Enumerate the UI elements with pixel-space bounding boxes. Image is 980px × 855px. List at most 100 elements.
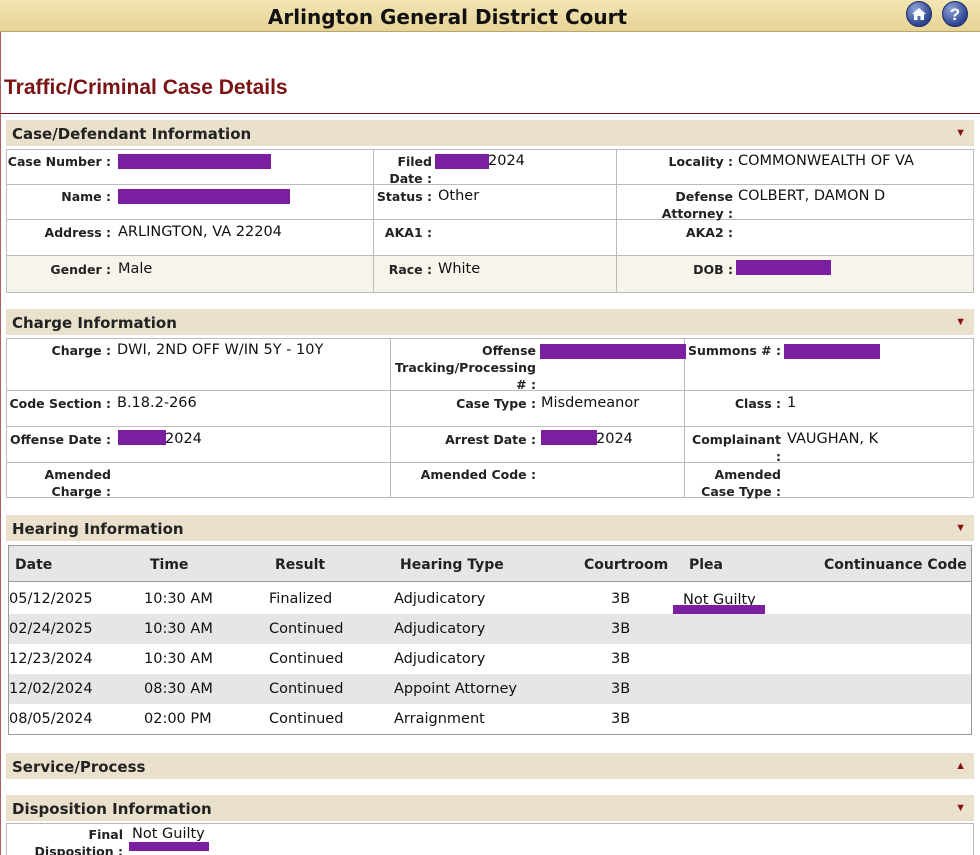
column-header-date: Date [15,557,53,573]
defense-attorney-value: COLBERT, DAMON D [738,188,886,204]
complainant-value: VAUGHAN, K [787,431,879,447]
case-row-1: Case Number : Filed Date : 2024 Locality … [7,150,973,186]
table-row: 12/02/2024 08:30 AM Continued Appoint At… [9,674,971,704]
address-value: ARLINGTON, VA 22204 [118,224,282,240]
charge-grid: Charge : DWI, 2ND OFF W/IN 5Y - 10Y Offe… [6,338,974,499]
case-number-label: Case Number : [7,154,111,169]
redaction-bar [540,344,686,359]
hearing-type: Adjudicatory [394,591,486,607]
hearing-courtroom: 3B [611,621,631,637]
dob-label: DOB : [693,262,733,277]
case-row-2: Name : Status : Other Defense Attorney : … [7,185,973,221]
locality-label: Locality : [668,154,733,169]
hearing-type: Adjudicatory [394,621,486,637]
amended-case-type-label: Amended Case Type : [701,467,781,499]
hearing-courtroom: 3B [611,711,631,727]
offense-date-value: 2024 [165,431,202,447]
amended-code-label: Amended Code : [420,467,536,482]
redaction-bar [736,260,831,275]
defense-attorney-label: Defense Attorney : [661,189,733,221]
column-header-courtroom: Courtroom [584,557,669,573]
column-header-plea: Plea [689,557,724,573]
hearing-time: 10:30 AM [144,651,213,667]
redaction-bar [129,842,209,851]
help-icon[interactable]: ? [942,1,968,27]
section-title: Charge Information [12,314,177,332]
hearing-date: 12/02/2024 [9,681,93,697]
charge-section-header[interactable]: Charge Information ▼ [6,309,974,335]
disposition-section-header[interactable]: Disposition Information ▼ [6,795,974,821]
hearing-result: Continued [269,711,344,727]
hearing-plea: Not Guilty [683,592,756,608]
hearing-courtroom: 3B [611,681,631,697]
status-value: Other [438,188,480,204]
hearing-table-header: Date Time Result Hearing Type Courtroom … [9,546,971,582]
hearing-table: Date Time Result Hearing Type Courtroom … [8,545,972,735]
section-title: Disposition Information [12,800,212,818]
section-title: Service/Process [12,758,146,776]
redaction-bar [541,430,597,445]
home-icon[interactable] [906,1,932,27]
address-label: Address : [44,225,111,240]
collapse-triangle-icon[interactable]: ▼ [955,127,966,139]
left-border-line [0,32,1,855]
collapse-triangle-icon[interactable]: ▼ [955,316,966,328]
gender-label: Gender : [50,262,111,277]
case-row-3: Address : ARLINGTON, VA 22204 AKA1 : AKA… [7,220,973,256]
complainant-label: Complainant : [692,432,781,464]
hearing-time: 10:30 AM [144,621,213,637]
aka2-label: AKA2 : [685,225,733,240]
code-section-label: Code Section : [9,396,111,411]
arrest-date-value: 2024 [596,431,633,447]
hearing-result: Continued [269,651,344,667]
case-defendant-grid: Case Number : Filed Date : 2024 Locality … [6,149,974,293]
case-row-4: Gender : Male Race : White DOB : [7,256,973,292]
final-disposition-label: Final Disposition : [34,827,123,855]
race-value: White [438,261,481,277]
offense-date-label: Offense Date : [9,432,111,447]
table-row: 08/05/2024 02:00 PM Continued Arraignmen… [9,704,971,734]
name-label: Name : [61,189,111,204]
expand-triangle-icon[interactable]: ▲ [955,760,966,772]
court-name: Arlington General District Court [267,5,628,29]
race-label: Race : [388,262,432,277]
hearing-date: 08/05/2024 [9,711,93,727]
summons-label: Summons # : [687,343,781,358]
column-header-time: Time [150,557,189,573]
table-row: 02/24/2025 10:30 AM Continued Adjudicato… [9,614,971,644]
hearing-date: 05/12/2025 [9,591,93,607]
hearing-section-header[interactable]: Hearing Information ▼ [6,515,974,541]
filed-date-value: 2024 [488,153,525,169]
court-header-bar: Arlington General District Court ? [0,0,980,32]
case-type-value: Misdemeanor [541,395,640,411]
case-defendant-section-header[interactable]: Case/Defendant Information ▼ [6,120,974,146]
case-type-label: Case Type : [456,396,536,411]
redaction-bar [784,344,880,359]
page-title: Traffic/Criminal Case Details [4,76,288,99]
hearing-courtroom: 3B [611,591,631,607]
offense-tracking-label: Offense Tracking/Processing # : [395,343,536,392]
hearing-date: 02/24/2025 [9,621,93,637]
hearing-time: 02:00 PM [144,711,212,727]
charge-value: DWI, 2ND OFF W/IN 5Y - 10Y [117,342,324,358]
charge-row-1: Charge : DWI, 2ND OFF W/IN 5Y - 10Y Offe… [7,339,973,392]
section-title: Case/Defendant Information [12,125,252,143]
gender-value: Male [118,261,153,277]
amended-charge-label: Amended Charge : [44,467,111,499]
hearing-courtroom: 3B [611,651,631,667]
disposition-grid: Final Disposition : Not Guilty [6,823,974,855]
table-row: 05/12/2025 10:30 AM Finalized Adjudicato… [9,584,971,619]
hearing-result: Continued [269,621,344,637]
collapse-triangle-icon[interactable]: ▼ [955,802,966,814]
column-header-hearing-type: Hearing Type [400,557,504,573]
collapse-triangle-icon[interactable]: ▼ [955,522,966,534]
status-label: Status : [376,189,432,204]
aka1-label: AKA1 : [384,225,432,240]
redaction-bar [435,154,489,169]
column-header-result: Result [275,557,326,573]
code-section-value: B.18.2-266 [117,395,197,411]
hearing-time: 10:30 AM [144,591,213,607]
title-divider [0,113,980,114]
hearing-result: Finalized [269,591,333,607]
service-process-section-header[interactable]: Service/Process ▲ [6,753,974,779]
